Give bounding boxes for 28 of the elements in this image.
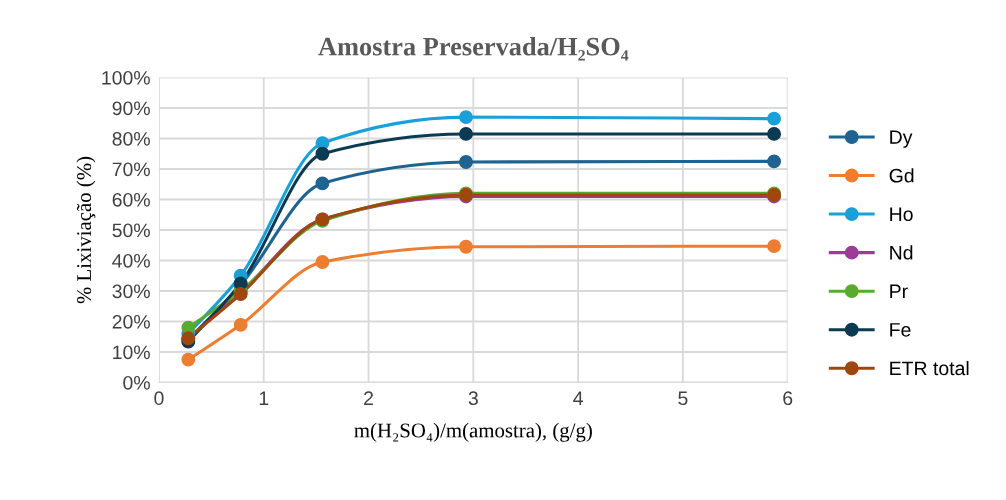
x-tick-label: 3 bbox=[468, 391, 478, 406]
legend-label: Fe bbox=[890, 323, 911, 337]
legend-label: Ho bbox=[890, 207, 913, 222]
x-tick-label: 1 bbox=[259, 391, 269, 405]
x-tick-label: 4 bbox=[573, 391, 583, 405]
y-tick-label: 90% bbox=[112, 101, 150, 116]
x-tick-label: 5 bbox=[678, 391, 688, 406]
x-tick-label: 0 bbox=[154, 391, 164, 406]
legend-label: Dy bbox=[890, 130, 913, 148]
y-tick-label: 50% bbox=[112, 223, 150, 238]
legend-label: Nd bbox=[890, 245, 913, 260]
y-tick-label: 40% bbox=[112, 253, 150, 268]
y-tick-label: 70% bbox=[112, 162, 150, 177]
y-tick-label: 60% bbox=[112, 192, 150, 207]
legend-label: Pr bbox=[890, 284, 908, 298]
legend-label: ETR total bbox=[890, 360, 969, 376]
x-tick-label: 2 bbox=[364, 391, 373, 405]
y-tick-label: 10% bbox=[113, 345, 150, 360]
y-tick-label: 0% bbox=[123, 375, 150, 390]
y-axis-title: % Lixiviação (%) bbox=[76, 156, 96, 304]
y-tick-label: 80% bbox=[112, 131, 150, 146]
chart-title: Amostra Preservada/H₂SO₄ bbox=[318, 36, 629, 61]
y-tick-label: 30% bbox=[112, 284, 150, 299]
legend-label: Gd bbox=[889, 168, 914, 183]
y-tick-label: 20% bbox=[112, 314, 150, 329]
y-tick-label: 100% bbox=[102, 70, 150, 85]
x-tick-label: 6 bbox=[783, 391, 793, 406]
x-axis-title: m(H₂SO₄)/m(amostra), (g/g) bbox=[354, 422, 592, 442]
